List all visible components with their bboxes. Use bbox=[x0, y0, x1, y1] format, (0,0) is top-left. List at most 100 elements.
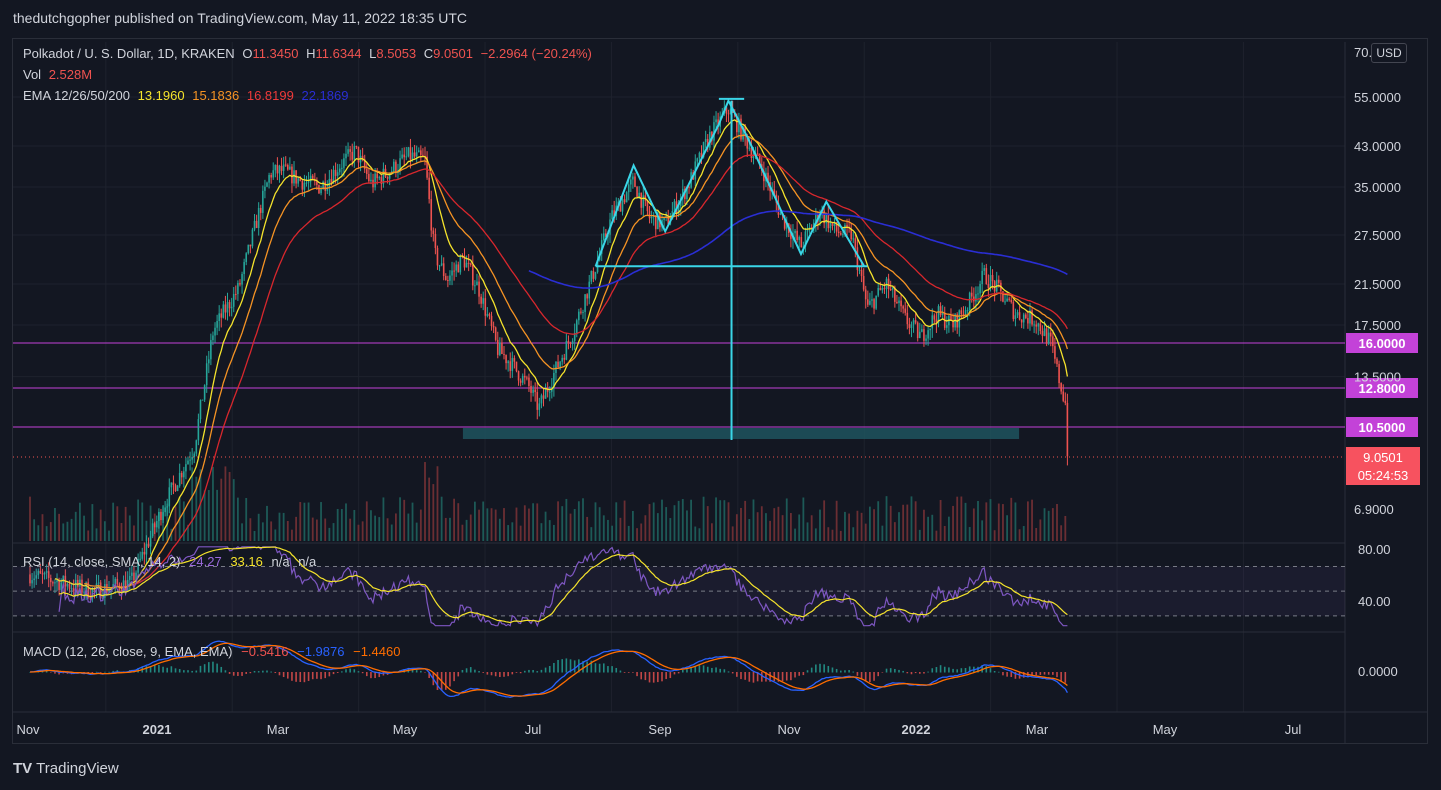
macd-histogram-bar bbox=[332, 672, 335, 675]
volume-bar bbox=[648, 504, 651, 541]
volume-bar bbox=[91, 504, 94, 541]
volume-bar bbox=[382, 497, 385, 541]
candle-body bbox=[449, 275, 451, 281]
candle-body bbox=[147, 543, 150, 547]
macd-histogram-bar bbox=[673, 672, 676, 675]
volume-bar bbox=[340, 509, 343, 541]
volume-bar bbox=[241, 523, 243, 541]
macd-histogram-bar bbox=[170, 666, 173, 673]
volume-bar bbox=[835, 500, 838, 541]
candle-body bbox=[407, 147, 410, 157]
volume-bar bbox=[769, 520, 772, 541]
candle-body bbox=[584, 294, 586, 312]
volume-bar bbox=[1026, 501, 1029, 541]
volume-bar bbox=[852, 527, 855, 541]
candle-body bbox=[709, 131, 711, 148]
macd-histogram-bar bbox=[207, 662, 210, 673]
candle-body bbox=[800, 237, 803, 248]
macd-histogram-bar bbox=[690, 667, 692, 673]
volume-bar bbox=[977, 500, 979, 541]
volume-bar bbox=[715, 497, 717, 541]
ema50-value: 16.8199 bbox=[246, 88, 294, 103]
level-label: 12.8000 bbox=[1359, 381, 1406, 396]
macd-histogram-bar bbox=[237, 672, 239, 676]
volume-bar bbox=[582, 498, 584, 541]
candle-body bbox=[463, 255, 466, 268]
volume-bar bbox=[182, 501, 185, 541]
volume-bar bbox=[116, 506, 119, 541]
volume-bar bbox=[673, 505, 676, 541]
volume-bar bbox=[586, 516, 589, 541]
macd-histogram-bar bbox=[370, 672, 372, 679]
candle-body bbox=[648, 211, 651, 219]
candle-body bbox=[642, 195, 645, 208]
macd-histogram-bar bbox=[1060, 672, 1062, 681]
volume-bar bbox=[99, 509, 102, 541]
volume-bar bbox=[947, 516, 950, 541]
candle-body bbox=[567, 341, 570, 343]
candle-body bbox=[228, 302, 231, 309]
candle-body bbox=[594, 272, 597, 279]
candle-body bbox=[565, 341, 568, 360]
macd-histogram-bar bbox=[952, 668, 954, 673]
candle-body bbox=[436, 247, 439, 266]
candle-body bbox=[33, 578, 35, 581]
candle-body bbox=[634, 176, 636, 187]
macd-histogram-bar bbox=[686, 669, 688, 673]
candle-body bbox=[1006, 298, 1008, 302]
volume-bar bbox=[103, 521, 106, 541]
volume-bar bbox=[1022, 526, 1025, 541]
candle-body bbox=[280, 165, 283, 171]
macd-histogram-bar bbox=[777, 672, 780, 682]
candle-body bbox=[87, 582, 90, 598]
macd-histogram-bar bbox=[715, 667, 717, 673]
volume-bar bbox=[345, 503, 347, 541]
candle-body bbox=[521, 375, 524, 383]
last-price-label: 9.0501 bbox=[1363, 450, 1403, 465]
candle-body bbox=[116, 578, 119, 585]
macd-histogram-bar bbox=[515, 672, 518, 673]
candle-body bbox=[725, 107, 728, 114]
tradingview-logo[interactable]: TV TradingView bbox=[13, 760, 119, 777]
currency-button[interactable]: USD bbox=[1371, 43, 1407, 63]
macd-histogram-bar bbox=[823, 664, 825, 673]
candle-body bbox=[322, 181, 324, 190]
volume-bar bbox=[257, 513, 260, 541]
candle-body bbox=[571, 340, 574, 344]
rsi-pane bbox=[13, 546, 1345, 628]
volume-bar bbox=[299, 502, 302, 541]
volume-bar bbox=[856, 510, 859, 541]
candle-body bbox=[623, 199, 626, 203]
brand-name: TradingView bbox=[36, 760, 119, 777]
candle-body bbox=[900, 300, 902, 307]
macd-histogram-bar bbox=[702, 665, 705, 673]
candle-body bbox=[501, 342, 503, 354]
volume-bar bbox=[823, 500, 826, 541]
volume-bar bbox=[324, 518, 327, 541]
candle-body bbox=[164, 507, 166, 513]
macd-histogram-bar bbox=[694, 666, 697, 673]
volume-bar bbox=[536, 503, 539, 541]
candle-body bbox=[654, 215, 657, 230]
candle-body bbox=[305, 182, 308, 184]
rsi-axis-tick: 40.00 bbox=[1358, 594, 1391, 609]
candle-body bbox=[293, 170, 295, 184]
macd-histogram-bar bbox=[382, 672, 385, 676]
candle-body bbox=[363, 159, 366, 170]
high-label: H bbox=[306, 46, 316, 61]
volume-bar bbox=[785, 498, 788, 541]
macd-histogram-bar bbox=[420, 670, 422, 673]
volume-bar bbox=[386, 518, 389, 541]
last-price-line: 9.0501 05:24:53 bbox=[13, 447, 1420, 485]
level-label: 16.0000 bbox=[1359, 336, 1406, 351]
volume-bar bbox=[394, 513, 397, 541]
volume-bar bbox=[29, 496, 31, 541]
candle-body bbox=[413, 152, 416, 157]
macd-histogram-bar bbox=[449, 672, 451, 687]
macd-histogram-bar bbox=[199, 665, 202, 673]
volume-bar bbox=[245, 498, 248, 541]
candle-body bbox=[235, 293, 237, 295]
macd-histogram-bar bbox=[532, 670, 534, 673]
candle-body bbox=[790, 233, 792, 239]
